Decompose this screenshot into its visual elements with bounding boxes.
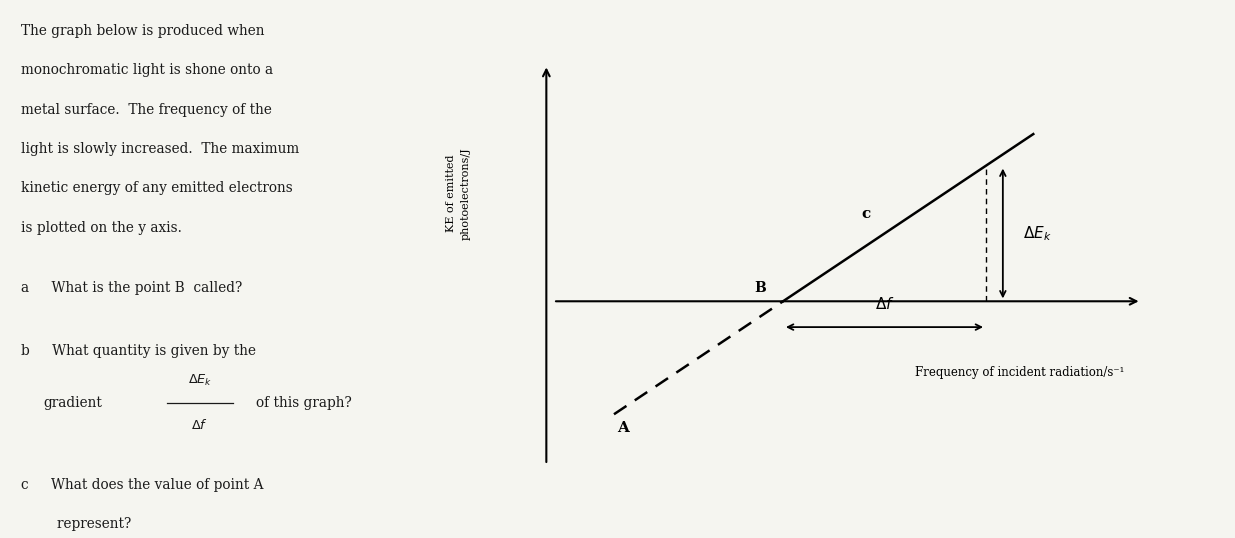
Text: gradient: gradient	[43, 396, 103, 410]
Text: $\Delta E_k$: $\Delta E_k$	[1023, 224, 1052, 243]
Text: Frequency of incident radiation/s⁻¹: Frequency of incident radiation/s⁻¹	[915, 366, 1124, 379]
Text: b   What quantity is given by the: b What quantity is given by the	[21, 344, 256, 358]
Text: The graph below is produced when: The graph below is produced when	[21, 24, 264, 38]
Text: represent?: represent?	[21, 517, 131, 531]
Text: light is slowly increased.  The maximum: light is slowly increased. The maximum	[21, 142, 299, 156]
Text: monochromatic light is shone onto a: monochromatic light is shone onto a	[21, 63, 273, 77]
Text: of this graph?: of this graph?	[257, 396, 352, 410]
Text: $\Delta E_k$: $\Delta E_k$	[188, 373, 212, 388]
Text: KE of emitted
photoelectrons/J: KE of emitted photoelectrons/J	[446, 147, 471, 240]
Text: c   What does the value of point A: c What does the value of point A	[21, 478, 263, 492]
Text: a   What is the point B  called?: a What is the point B called?	[21, 281, 242, 295]
Text: c: c	[862, 207, 871, 221]
Text: $\Delta f$: $\Delta f$	[874, 296, 894, 312]
Text: A: A	[618, 421, 629, 435]
Text: is plotted on the y axis.: is plotted on the y axis.	[21, 221, 182, 235]
Text: kinetic energy of any emitted electrons: kinetic energy of any emitted electrons	[21, 181, 293, 195]
Text: $\Delta f$: $\Delta f$	[191, 418, 209, 432]
Text: B: B	[755, 281, 766, 295]
Text: metal surface.  The frequency of the: metal surface. The frequency of the	[21, 103, 272, 117]
